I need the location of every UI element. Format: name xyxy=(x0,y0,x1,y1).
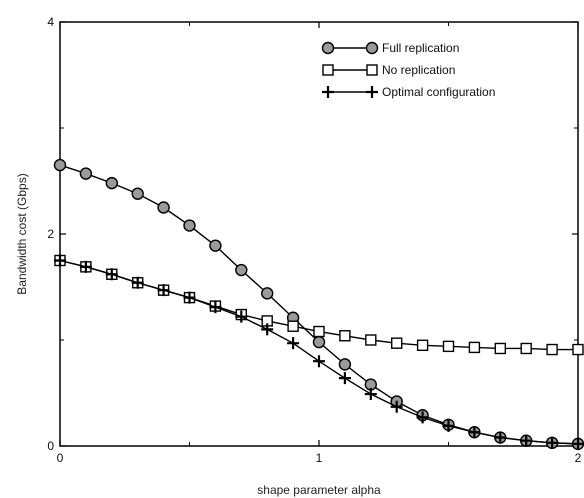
data-point xyxy=(494,431,507,444)
data-point xyxy=(313,325,325,338)
data-point xyxy=(157,284,170,297)
legend-marker xyxy=(321,41,335,55)
data-point xyxy=(235,310,248,323)
data-point xyxy=(365,334,377,346)
data-point xyxy=(209,301,222,314)
legend-entry: Optimal configuration xyxy=(322,85,495,99)
y-tick-label: 4 xyxy=(47,15,54,29)
plot-border xyxy=(59,21,579,447)
data-point xyxy=(209,239,222,252)
legend-marker xyxy=(322,86,334,98)
data-point xyxy=(131,276,144,289)
y-tick-label: 2 xyxy=(47,227,54,241)
data-point xyxy=(261,323,274,336)
x-tick-label: 0 xyxy=(57,451,64,465)
data-point xyxy=(338,372,351,385)
data-point xyxy=(416,339,429,351)
data-point xyxy=(287,337,300,350)
data-point xyxy=(364,388,377,401)
data-point xyxy=(442,340,455,353)
data-point xyxy=(131,187,144,200)
data-point xyxy=(54,254,66,267)
series-line xyxy=(59,164,579,445)
data-point xyxy=(312,335,326,349)
y-tick-label: 0 xyxy=(47,439,54,453)
legend-marker xyxy=(322,64,334,76)
series-layer xyxy=(53,158,584,451)
data-point xyxy=(520,342,532,355)
series-optimal-configuration xyxy=(54,254,584,450)
data-point xyxy=(105,268,118,281)
data-point xyxy=(391,337,403,349)
legend-marker xyxy=(366,64,378,76)
legend-label: No replication xyxy=(382,63,455,77)
x-tick-label: 2 xyxy=(575,451,582,465)
data-point xyxy=(546,343,558,356)
data-point xyxy=(261,287,274,300)
data-point xyxy=(546,436,559,449)
data-point xyxy=(235,263,248,277)
legend-label: Optimal configuration xyxy=(382,85,495,99)
data-point xyxy=(157,201,170,214)
data-point xyxy=(287,320,299,332)
data-point xyxy=(468,341,481,354)
x-tick-label: 1 xyxy=(316,451,323,465)
axis-ticks: 0 1 2 0 2 4 xyxy=(47,15,581,465)
legend-entry: Full replication xyxy=(321,41,459,55)
data-point xyxy=(572,343,584,356)
data-point xyxy=(313,355,325,368)
data-point xyxy=(183,291,196,304)
x-axis-label: shape parameter alpha xyxy=(257,483,381,497)
data-point xyxy=(390,400,403,413)
data-point xyxy=(338,358,352,371)
data-point xyxy=(105,176,119,190)
data-point xyxy=(520,434,533,447)
legend-entry: No replication xyxy=(322,63,455,77)
data-point xyxy=(442,419,455,432)
plot-frame xyxy=(59,21,579,447)
data-point xyxy=(79,260,92,273)
data-point xyxy=(416,411,429,424)
data-point xyxy=(494,342,506,355)
legend-marker xyxy=(366,86,378,98)
legend-marker xyxy=(365,41,379,55)
data-point xyxy=(53,158,67,172)
data-point xyxy=(339,330,351,342)
legend-label: Full replication xyxy=(382,41,459,55)
data-point xyxy=(183,219,196,232)
data-point xyxy=(79,167,93,180)
data-point xyxy=(468,426,481,439)
data-point xyxy=(572,437,584,450)
series-full-replication xyxy=(53,158,584,451)
y-axis-label: Bandwidth cost (Gbps) xyxy=(15,173,29,294)
legend: Full replication No replication Optimal co… xyxy=(321,41,495,99)
